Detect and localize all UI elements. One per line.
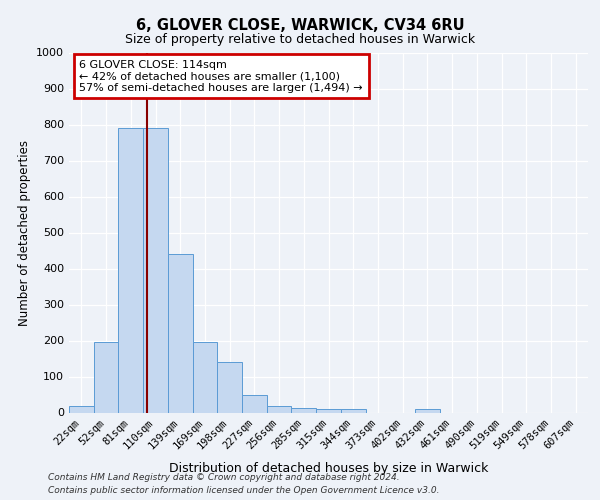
Text: Contains HM Land Registry data © Crown copyright and database right 2024.: Contains HM Land Registry data © Crown c… (48, 474, 400, 482)
X-axis label: Distribution of detached houses by size in Warwick: Distribution of detached houses by size … (169, 462, 488, 475)
Bar (168, 254, 193, 412)
Bar (217, 362, 242, 412)
Bar (193, 342, 217, 412)
Text: 6 GLOVER CLOSE: 114sqm
← 42% of detached houses are smaller (1,100)
57% of semi-: 6 GLOVER CLOSE: 114sqm ← 42% of detached… (79, 60, 363, 93)
Y-axis label: Number of detached properties: Number of detached properties (17, 140, 31, 326)
Bar (316, 409, 341, 412)
Text: Size of property relative to detached houses in Warwick: Size of property relative to detached ho… (125, 32, 475, 46)
Bar (94, 342, 118, 412)
Bar (341, 409, 365, 412)
Bar (242, 394, 267, 412)
Bar (118, 128, 143, 412)
Text: Contains public sector information licensed under the Open Government Licence v3: Contains public sector information licen… (48, 486, 439, 495)
Bar (143, 128, 168, 412)
Text: 6, GLOVER CLOSE, WARWICK, CV34 6RU: 6, GLOVER CLOSE, WARWICK, CV34 6RU (136, 18, 464, 32)
Bar (69, 406, 94, 412)
Bar (415, 409, 440, 412)
Bar (267, 406, 292, 412)
Bar (292, 408, 316, 412)
